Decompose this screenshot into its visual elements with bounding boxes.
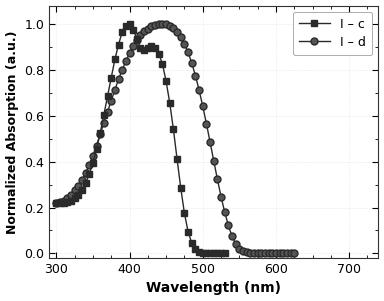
I – c [171, 128, 176, 131]
I – c [179, 186, 183, 190]
I – c [113, 58, 117, 61]
I – d [54, 201, 59, 205]
I – c [167, 101, 172, 105]
I – c [69, 199, 73, 203]
I – c [109, 76, 114, 80]
I – c [79, 188, 84, 192]
I – c [189, 241, 194, 245]
I – c [208, 252, 212, 255]
I – d [244, 250, 249, 254]
I – d [72, 188, 77, 192]
I – c [61, 201, 66, 205]
I – c [105, 95, 110, 98]
I – c [72, 197, 77, 200]
I – c [76, 193, 81, 197]
I – c [102, 113, 106, 116]
I – c [91, 161, 95, 165]
I – c [87, 172, 91, 176]
I – c [65, 200, 70, 203]
I – c [58, 201, 62, 205]
I – c [200, 251, 205, 255]
I – c [212, 252, 216, 255]
I – c [131, 28, 136, 32]
I – c [149, 44, 154, 48]
Legend: I – c, I – d: I – c, I – d [293, 12, 372, 55]
X-axis label: Wavelength (nm): Wavelength (nm) [146, 281, 281, 296]
I – c [222, 252, 227, 255]
I – d [164, 23, 169, 26]
I – c [134, 37, 139, 41]
I – c [186, 230, 190, 234]
I – c [83, 182, 88, 185]
I – c [98, 131, 103, 135]
I – c [204, 251, 209, 255]
I – c [157, 52, 161, 56]
I – d [157, 22, 161, 26]
I – c [94, 147, 99, 151]
I – c [182, 212, 187, 215]
I – d [113, 88, 117, 92]
I – c [142, 48, 146, 52]
I – c [164, 79, 169, 83]
I – c [116, 43, 121, 46]
I – d [292, 252, 296, 255]
I – c [124, 24, 128, 28]
I – c [197, 250, 201, 254]
I – c [215, 252, 220, 255]
I – c [153, 46, 157, 50]
I – c [138, 46, 143, 50]
I – c [127, 22, 132, 26]
I – c [219, 252, 223, 255]
Y-axis label: Normalized Absorption (a.u.): Normalized Absorption (a.u.) [5, 30, 18, 234]
I – c [160, 62, 165, 66]
Line: I – d: I – d [53, 20, 298, 257]
I – c [175, 157, 179, 161]
I – c [146, 46, 150, 50]
I – d [127, 51, 132, 55]
I – c [54, 201, 59, 205]
I – c [193, 247, 198, 251]
I – c [120, 30, 124, 34]
Line: I – c: I – c [53, 21, 227, 256]
I – d [255, 252, 260, 255]
I – d [160, 22, 165, 26]
